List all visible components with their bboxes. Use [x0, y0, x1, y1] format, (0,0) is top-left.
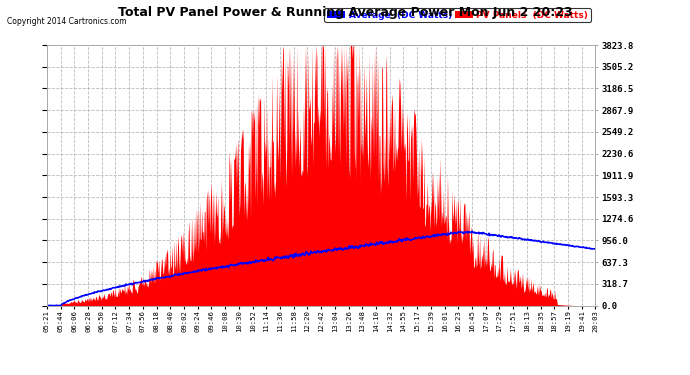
Text: Copyright 2014 Cartronics.com: Copyright 2014 Cartronics.com [7, 17, 126, 26]
Legend: Average  (DC Watts), PV Panels  (DC Watts): Average (DC Watts), PV Panels (DC Watts) [324, 8, 591, 22]
Text: Total PV Panel Power & Running Average Power Mon Jun 2 20:23: Total PV Panel Power & Running Average P… [118, 6, 572, 19]
